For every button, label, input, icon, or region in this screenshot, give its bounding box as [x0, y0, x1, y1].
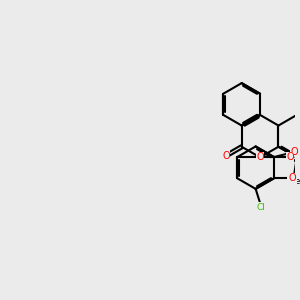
- Text: Me: Me: [287, 177, 300, 186]
- Text: O: O: [222, 151, 230, 161]
- Text: O: O: [256, 152, 264, 162]
- Text: O: O: [286, 152, 294, 162]
- Text: O: O: [289, 173, 296, 183]
- Text: Cl: Cl: [257, 202, 266, 211]
- Text: O: O: [291, 147, 298, 157]
